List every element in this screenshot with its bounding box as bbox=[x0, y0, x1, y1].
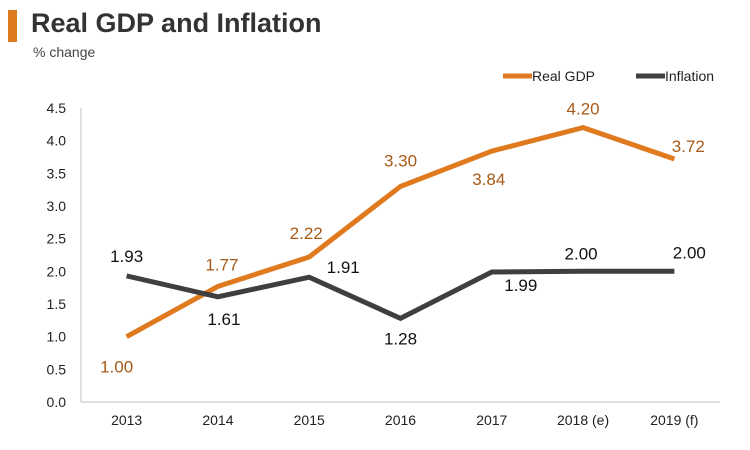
series-line-real-gdp bbox=[125, 124, 676, 339]
y-tick-label: 2.5 bbox=[47, 231, 67, 247]
data-label-inflation: 1.91 bbox=[327, 258, 360, 277]
data-label-real-gdp: 1.00 bbox=[100, 358, 133, 377]
legend: Real GDP Inflation bbox=[503, 68, 714, 84]
data-label-real-gdp: 1.77 bbox=[205, 255, 238, 274]
y-tick-label: 0.5 bbox=[47, 361, 67, 377]
data-label-real-gdp: 3.72 bbox=[672, 137, 705, 156]
data-label-real-gdp: 4.20 bbox=[567, 100, 600, 119]
y-tick-label: 3.0 bbox=[47, 198, 67, 214]
x-tick-label: 2014 bbox=[202, 412, 233, 428]
series-group bbox=[125, 124, 676, 339]
data-label-real-gdp: 3.30 bbox=[384, 151, 417, 170]
data-label-inflation: 1.61 bbox=[207, 310, 240, 329]
data-label-inflation: 1.99 bbox=[504, 276, 537, 295]
y-tick-label: 2.0 bbox=[47, 263, 67, 279]
x-tick-label: 2015 bbox=[294, 412, 325, 428]
y-tick-label: 1.5 bbox=[47, 296, 67, 312]
axes: 0.0 0.5 1.0 1.5 2.0 2.5 3.0 3.5 4.0 4.5 2013 2014 20… bbox=[47, 100, 720, 428]
data-label-real-gdp: 2.22 bbox=[290, 224, 323, 243]
legend-label-inflation: Inflation bbox=[665, 68, 714, 84]
data-label-inflation: 2.00 bbox=[673, 243, 706, 262]
data-labels: 1.00 1.77 2.22 3.30 3.84 4.20 3.72 1.93 1.61 1.91… bbox=[100, 100, 706, 377]
y-tick-label: 0.0 bbox=[47, 394, 67, 410]
x-tick-label: 2018 (e) bbox=[557, 412, 609, 428]
x-tick-label: 2016 bbox=[385, 412, 416, 428]
y-tick-label: 1.0 bbox=[47, 329, 67, 345]
y-tick-label: 3.5 bbox=[47, 165, 67, 181]
title-accent-bar bbox=[8, 10, 17, 42]
legend-label-real-gdp: Real GDP bbox=[532, 68, 595, 84]
data-label-inflation: 2.00 bbox=[565, 244, 598, 263]
chart-title: Real GDP and Inflation bbox=[31, 8, 322, 38]
x-tick-label: 2017 bbox=[476, 412, 507, 428]
x-tick-label: 2013 bbox=[111, 412, 142, 428]
series-line-inflation bbox=[126, 268, 675, 322]
data-label-inflation: 1.28 bbox=[384, 329, 417, 348]
x-tick-label: 2019 (f) bbox=[650, 412, 698, 428]
data-label-real-gdp: 3.84 bbox=[472, 170, 505, 189]
y-tick-label: 4.5 bbox=[47, 100, 67, 116]
chart-subtitle: % change bbox=[33, 44, 96, 60]
y-tick-label: 4.0 bbox=[47, 133, 67, 149]
data-label-inflation: 1.93 bbox=[110, 247, 143, 266]
